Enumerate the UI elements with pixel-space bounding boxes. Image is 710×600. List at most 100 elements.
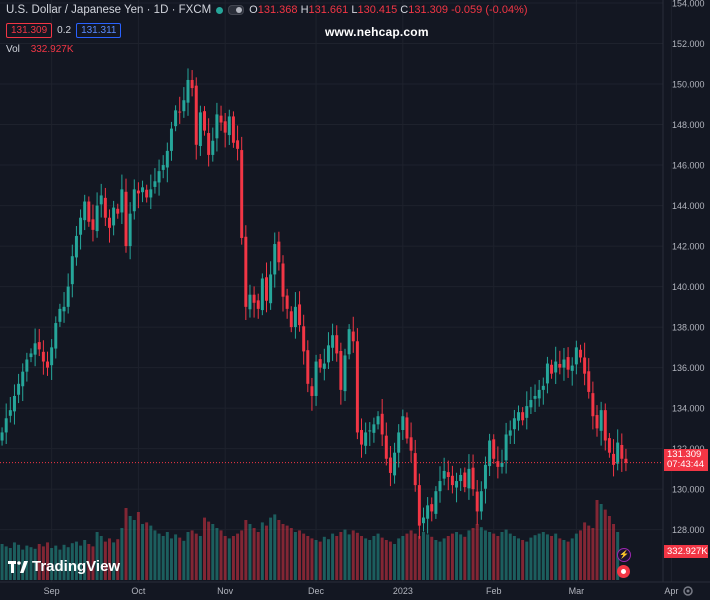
volume-bar	[79, 545, 83, 580]
candle-body	[570, 365, 574, 371]
candle-body	[17, 383, 21, 395]
change-value: -0.059 (-0.04%)	[451, 4, 528, 16]
candle-body	[219, 115, 223, 123]
volume-bar	[483, 530, 487, 580]
tradingview-logo[interactable]: TradingView	[8, 558, 120, 575]
volume-bar	[384, 540, 388, 580]
candle-body	[169, 128, 173, 151]
candle-body	[360, 430, 364, 445]
candle-body	[488, 440, 492, 467]
volume-bar	[380, 537, 384, 580]
candle-body	[41, 351, 45, 362]
candle-body	[364, 432, 368, 446]
candle-body	[562, 359, 566, 368]
low-value: 130.415	[357, 4, 398, 16]
lightning-alert-icon[interactable]: ⚡	[617, 548, 631, 562]
volume-bar	[562, 540, 566, 580]
volume-bar	[612, 524, 616, 580]
candle-body	[21, 371, 25, 387]
bid-ask-row: 131.309 0.2 131.311	[6, 23, 122, 38]
volume-bar	[570, 538, 574, 580]
volume-bar	[479, 527, 483, 580]
candle-body	[595, 415, 599, 429]
sell-button[interactable]: 131.309	[6, 23, 53, 38]
candle-body	[298, 304, 302, 326]
volume-bar	[355, 532, 359, 580]
high-value: 131.661	[308, 4, 349, 16]
candle-body	[450, 475, 454, 486]
candle-body	[558, 363, 562, 368]
candle-body	[269, 274, 273, 304]
y-tick-label: 148.000	[672, 120, 705, 130]
candle-body	[413, 453, 417, 486]
candle-body	[306, 350, 310, 384]
candle-body	[223, 121, 227, 133]
time-axis[interactable]: Sep Oct Nov Dec 2023 Feb Mar Apr	[44, 586, 679, 596]
volume-bar	[409, 530, 413, 580]
volume-bar	[33, 548, 37, 580]
candle-body	[198, 112, 202, 147]
volume-bar	[58, 549, 62, 580]
volume-bar	[103, 541, 107, 580]
volume-bar	[463, 536, 467, 580]
toggle-icon[interactable]	[228, 5, 245, 15]
candle-body	[393, 452, 397, 476]
candle-body	[533, 395, 537, 399]
volume-bar	[248, 524, 252, 580]
candle-body	[62, 306, 66, 312]
settings-gear-icon[interactable]	[683, 586, 693, 596]
candle-body	[211, 140, 215, 155]
symbol-title[interactable]: U.S. Dollar / Japanese Yen · 1D · FXCM	[6, 4, 212, 16]
volume-label[interactable]: Vol	[6, 44, 20, 55]
candle-body	[12, 395, 16, 412]
candle-body	[128, 213, 132, 247]
volume-bar	[99, 536, 103, 580]
volume-bar	[574, 533, 578, 580]
candle-body	[66, 286, 70, 307]
volume-bar	[521, 540, 525, 580]
volume-bar	[529, 537, 533, 580]
volume-bar	[260, 522, 264, 580]
candle-body	[591, 393, 595, 417]
volume-bar	[128, 516, 132, 580]
candle-body	[426, 505, 430, 519]
volume-legend: Vol 332.927K	[6, 44, 74, 55]
x-tick-label: Nov	[217, 586, 234, 596]
volume-bar	[376, 533, 380, 580]
candle-body	[318, 359, 322, 368]
volume-bar	[351, 530, 355, 580]
volume-bar	[591, 528, 595, 580]
volume-bar	[442, 538, 446, 580]
candle-body	[0, 432, 4, 441]
candle-body	[79, 217, 83, 235]
candle-body	[277, 241, 281, 263]
watermark-text: www.nehcap.com	[325, 25, 429, 39]
candle-body	[107, 217, 111, 228]
candle-body	[99, 195, 103, 205]
volume-bar	[310, 538, 314, 580]
candle-body	[25, 359, 29, 372]
candle-body	[421, 517, 425, 524]
volume-bar	[153, 530, 157, 580]
candle-body	[483, 464, 487, 489]
candle-body	[438, 481, 442, 492]
volume-bar	[496, 536, 500, 580]
volume-bar	[141, 524, 145, 580]
candle-body	[54, 323, 58, 349]
volume-bar	[450, 533, 454, 580]
current-price-label: 131.309	[667, 449, 702, 460]
volume-bar	[504, 529, 508, 580]
buy-button[interactable]: 131.311	[76, 23, 122, 38]
ohlc-values: O131.368 H131.661 L130.415 C131.309 -0.0…	[249, 4, 528, 16]
y-tick-label: 128.000	[672, 525, 705, 535]
volume-bar	[269, 517, 273, 580]
candle-body	[347, 329, 351, 355]
volume-bar	[421, 532, 425, 580]
candle-body	[405, 417, 409, 439]
volume-bar	[331, 533, 335, 580]
volume-bar	[281, 524, 285, 580]
volume-bar	[417, 536, 421, 580]
candle-body	[8, 410, 12, 416]
volume-bar	[169, 538, 173, 580]
